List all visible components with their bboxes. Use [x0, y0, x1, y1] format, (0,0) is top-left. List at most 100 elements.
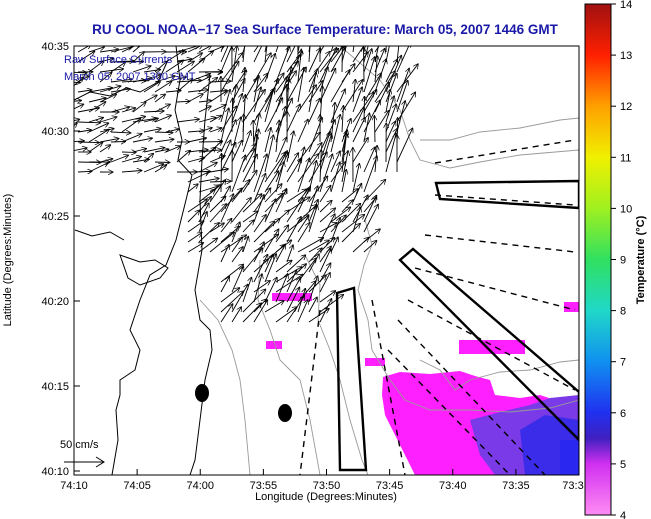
current-vector [121, 157, 141, 163]
current-vector [253, 46, 263, 63]
current-vector [220, 140, 231, 163]
current-vector [363, 46, 366, 53]
y-tick-label: 40:15 [41, 381, 69, 393]
current-vector [77, 90, 91, 92]
current-vector [143, 118, 158, 123]
current-vector [154, 162, 169, 163]
current-vector [286, 153, 298, 173]
current-vector [88, 143, 102, 153]
current-vector [352, 238, 369, 253]
colorbar [584, 3, 612, 516]
current-vector [198, 238, 217, 253]
current-vector [198, 163, 217, 173]
current-vector [319, 223, 337, 233]
current-vector [231, 180, 249, 203]
current-vector [187, 53, 202, 63]
current-vector [121, 134, 142, 143]
current-vector [198, 128, 212, 133]
current-vector [286, 245, 293, 263]
current-vector [143, 154, 153, 163]
current-vector [352, 87, 362, 113]
current-vector [121, 80, 146, 82]
current-vector [99, 86, 121, 93]
current-vector [319, 186, 331, 203]
current-vector [220, 277, 229, 293]
current-vector [209, 204, 226, 223]
current-vector [363, 156, 377, 193]
current-vector [297, 238, 323, 253]
x-tick-label: 74:00 [186, 480, 214, 492]
current-vector [363, 241, 377, 253]
current-vector [275, 47, 290, 83]
colorbar-ticks: 14 13 12 11 10 9 8 7 6 5 4 [611, 0, 632, 519]
current-vector [231, 267, 243, 293]
current-vector [143, 148, 164, 153]
current-vector [352, 138, 368, 163]
current-vector [330, 46, 334, 53]
colorbar-tick-label: 7 [620, 357, 626, 369]
current-vector [353, 80, 355, 103]
current-vector [286, 296, 304, 323]
current-vector [231, 237, 242, 253]
current-vector [297, 189, 308, 203]
current-vector [231, 46, 237, 83]
current-vector [319, 208, 335, 223]
x-tick-label: 73:3 [562, 480, 583, 492]
current-vector [308, 48, 320, 73]
current-vector [154, 149, 169, 152]
current-vector [209, 116, 221, 123]
current-vector [232, 99, 233, 133]
current-vector [253, 174, 266, 203]
current-vector [88, 130, 109, 143]
current-vector [286, 198, 303, 223]
current-vector [231, 222, 240, 243]
current-vector [275, 307, 297, 323]
x-tick-label: 73:45 [376, 480, 404, 492]
current-vector [187, 243, 203, 253]
current-vector [396, 128, 413, 163]
current-vector [198, 78, 217, 93]
current-vector [297, 258, 316, 283]
current-vector [154, 62, 167, 73]
current-vector [74, 77, 83, 87]
current-vector [385, 96, 394, 123]
colorbar-tick-label: 6 [620, 408, 626, 420]
current-vector [187, 59, 204, 73]
current-vector [275, 189, 287, 213]
current-vector [88, 118, 103, 123]
current-vector [143, 82, 160, 93]
current-vector [330, 162, 346, 183]
current-vector [74, 148, 87, 152]
current-vector [77, 122, 100, 123]
current-vector [308, 297, 317, 313]
colorbar-tick-label: 12 [620, 101, 632, 113]
current-vector [396, 64, 418, 93]
current-vector [264, 128, 271, 153]
current-vector [330, 103, 335, 143]
current-vector [297, 300, 308, 323]
x-axis-label: Longitude (Degrees:Minutes) [255, 491, 397, 503]
current-vector [187, 94, 203, 103]
current-vector [198, 212, 207, 233]
current-vector [231, 155, 245, 193]
current-vector [363, 90, 377, 113]
current-vector [385, 122, 395, 143]
current-vector [363, 205, 378, 233]
y-tick-label: 40:20 [41, 296, 69, 308]
current-vector [297, 50, 301, 83]
current-vector [99, 69, 123, 73]
current-vector [242, 149, 255, 173]
current-vector [253, 195, 264, 223]
current-vector [341, 133, 346, 163]
current-vector [330, 215, 346, 233]
current-vector [319, 295, 343, 313]
current-vector [99, 49, 118, 52]
current-vector [264, 135, 273, 173]
current-vector [99, 145, 110, 153]
current-vector [253, 215, 266, 233]
current-vector [231, 285, 248, 313]
current-vector [286, 278, 300, 303]
current-vector [286, 158, 302, 183]
current-vector [308, 186, 318, 213]
y-axis-label: Latitude (Degrees:Minutes) [2, 194, 14, 327]
